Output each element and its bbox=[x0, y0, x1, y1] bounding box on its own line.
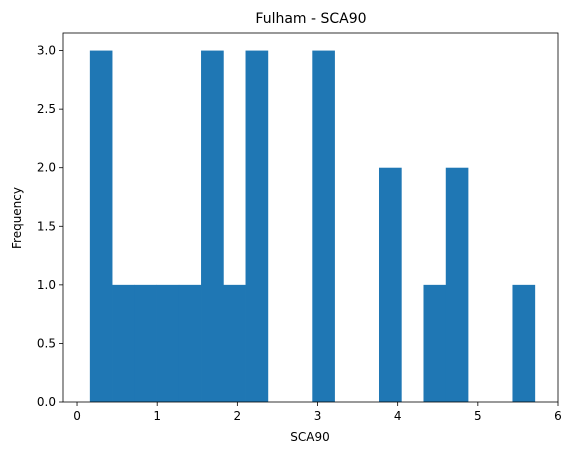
x-tick-label: 2 bbox=[234, 409, 242, 423]
x-tick-label: 3 bbox=[314, 409, 322, 423]
x-tick-label: 5 bbox=[474, 409, 482, 423]
histogram-bar bbox=[201, 50, 224, 402]
histogram-bar bbox=[112, 284, 135, 402]
bars-group bbox=[89, 50, 536, 402]
y-axis-ticks: 0.0 0.5 1.0 1.5 2.0 2.5 3.0 bbox=[37, 44, 63, 409]
histogram-bar bbox=[312, 50, 335, 402]
histogram-bar bbox=[178, 284, 202, 402]
plot-frame bbox=[62, 32, 559, 403]
y-tick-label: 1.5 bbox=[37, 219, 56, 233]
y-axis-label: Frequency bbox=[10, 187, 24, 249]
x-tick-label: 6 bbox=[554, 409, 562, 423]
x-tick-label: 1 bbox=[153, 409, 161, 423]
histogram-bar bbox=[156, 284, 180, 402]
x-axis-ticks: 0 1 2 3 4 5 6 bbox=[73, 402, 562, 423]
histogram-bar bbox=[378, 167, 402, 402]
y-tick-label: 0.0 bbox=[37, 395, 56, 409]
histogram-bar bbox=[89, 50, 113, 402]
histogram-bar bbox=[245, 50, 269, 402]
y-tick-label: 0.5 bbox=[37, 336, 56, 350]
histogram-bar bbox=[223, 284, 246, 402]
x-tick-label: 0 bbox=[73, 409, 81, 423]
x-axis-label: SCA90 bbox=[290, 430, 329, 444]
histogram-bar bbox=[445, 167, 469, 402]
y-tick-label: 2.0 bbox=[37, 161, 56, 175]
y-tick-label: 1.0 bbox=[37, 278, 56, 292]
histogram-bar bbox=[134, 284, 157, 402]
chart-title: Fulham - SCA90 bbox=[255, 11, 366, 27]
y-tick-label: 3.0 bbox=[37, 44, 56, 58]
y-tick-label: 2.5 bbox=[37, 102, 56, 116]
histogram-bar bbox=[423, 284, 447, 402]
x-tick-label: 4 bbox=[394, 409, 402, 423]
histogram-bar bbox=[512, 284, 536, 402]
